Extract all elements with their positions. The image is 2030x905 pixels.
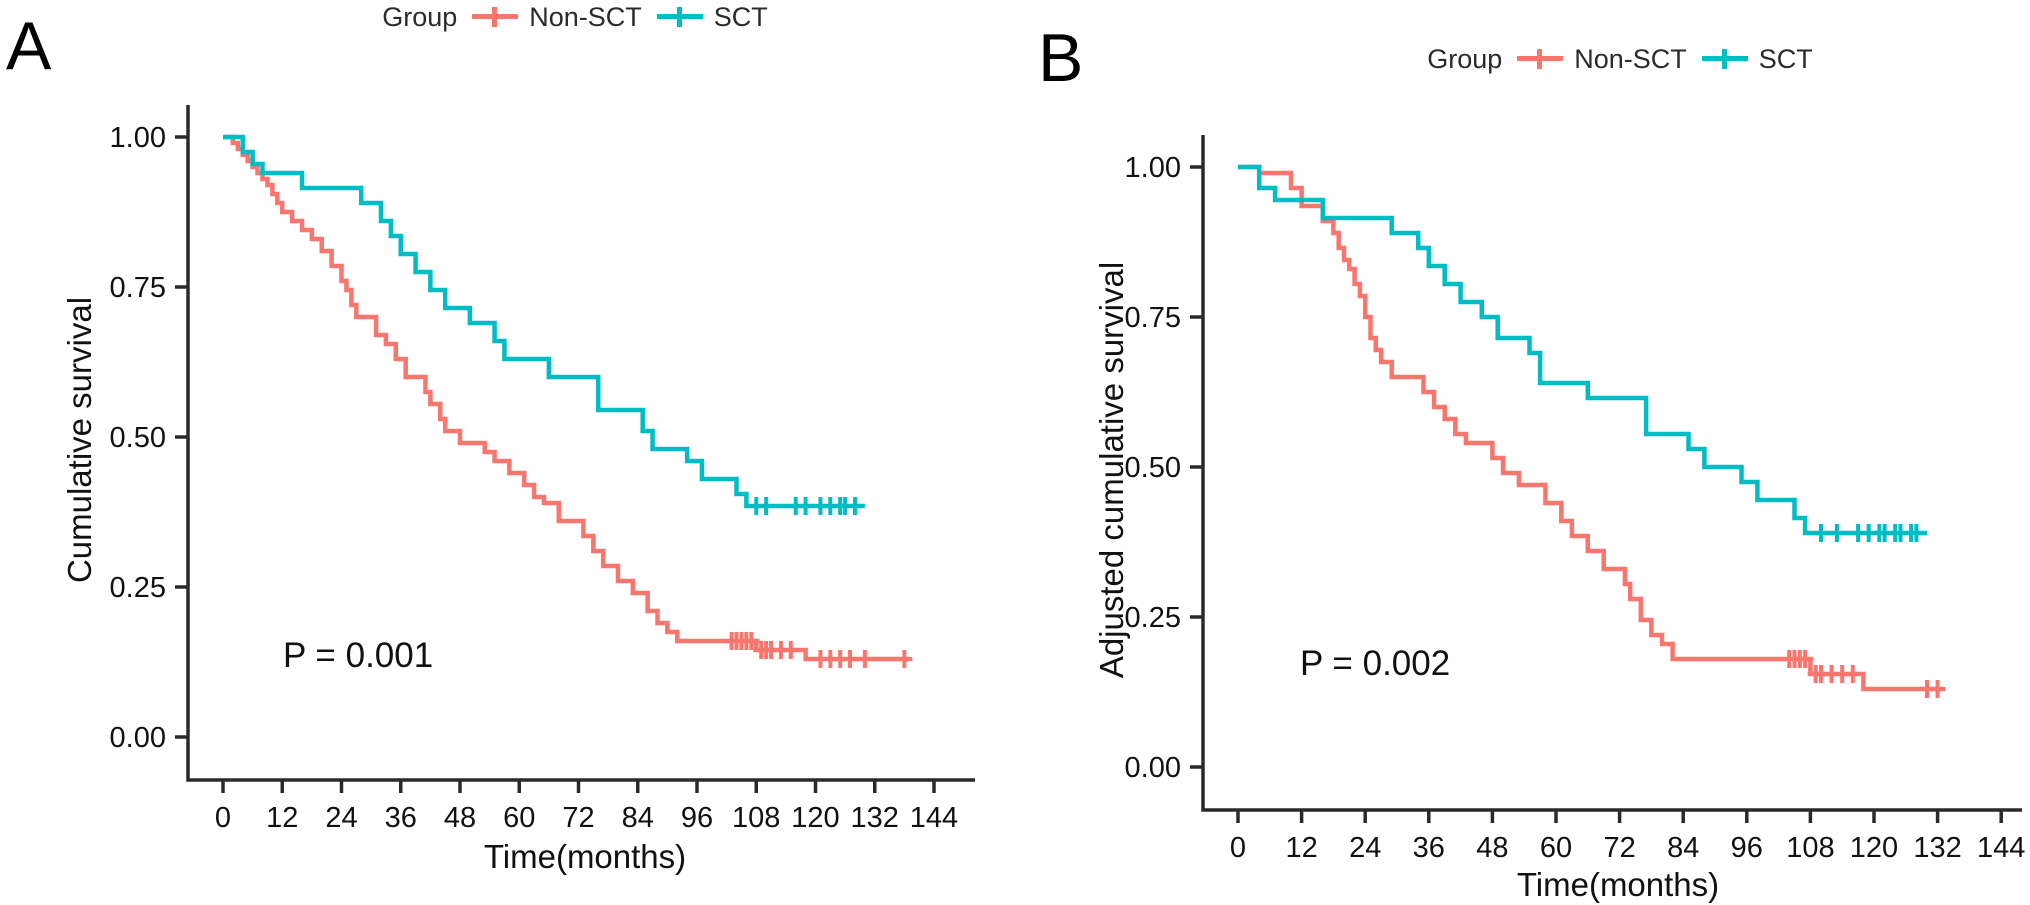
x-tick-label: 108 [1786, 832, 1834, 864]
panel-a-legend: Group Non-SCT SCT [90, 0, 1060, 34]
y-tick-label: 0.25 [110, 572, 166, 604]
x-tick-label: 72 [1603, 832, 1635, 864]
x-tick-label: 120 [791, 802, 839, 834]
x-tick-label: 144 [910, 802, 958, 834]
y-tick-label: 0.50 [1125, 452, 1181, 484]
survival-curve-nonsct [1238, 164, 1943, 692]
panel-a-x-axis-title: Time(months) [483, 838, 687, 875]
y-tick-label: 0.25 [1125, 602, 1181, 634]
axis-lines [186, 105, 975, 782]
legend-label-sct: SCT [1758, 43, 1813, 74]
legend-label-sct: SCT [713, 1, 768, 32]
x-tick-label: 0 [215, 802, 231, 834]
y-tick-label: 0.00 [1125, 752, 1181, 784]
y-tick-label: 1.00 [1125, 152, 1181, 184]
x-tick-label: 0 [1230, 832, 1246, 864]
x-tick-label: 36 [385, 802, 417, 834]
x-tick-label: 84 [1667, 832, 1699, 864]
x-tick-label: 60 [1540, 832, 1572, 864]
panel-b-legend: Group Non-SCT SCT [1150, 42, 2030, 76]
x-tick-label: 48 [444, 802, 476, 834]
legend-title: Group [1427, 43, 1503, 74]
x-tick-label: 12 [1285, 832, 1317, 864]
x-tick-label: 132 [1913, 832, 1961, 864]
y-tick-label: 0.75 [110, 272, 166, 304]
x-tick-label: 12 [266, 802, 298, 834]
legend-label-nonsct: Non-SCT [1574, 43, 1687, 74]
x-tick-label: 72 [562, 802, 594, 834]
legend-title: Group [382, 1, 458, 32]
survival-curve-sct [223, 134, 865, 509]
survival-curve-nonsct [223, 134, 910, 662]
y-tick-label: 0.00 [110, 722, 166, 754]
y-tick-label: 0.75 [1125, 302, 1181, 334]
panel-a-pvalue-label: P = 0.001 [283, 636, 434, 675]
axis-lines [1201, 135, 2022, 812]
x-tick-label: 48 [1476, 832, 1508, 864]
x-tick-label: 60 [503, 802, 535, 834]
y-tick-label: 1.00 [110, 122, 166, 154]
x-tick-label: 96 [681, 802, 713, 834]
panel-a-plot: 1.00 0.75 0.50 0.25 0.00 0 12 24 36 48 60 72 84 96 108… [110, 105, 975, 834]
x-tick-label: 36 [1413, 832, 1445, 864]
legend-key-icon-nonsct [1517, 46, 1564, 72]
panel-a-y-axis-title: Cumulative survival [61, 296, 98, 584]
y-tick-label: 0.50 [110, 422, 166, 454]
x-tick-label: 120 [1850, 832, 1898, 864]
panel-b-plot: 1.00 0.75 0.50 0.25 0.00 0 12 24 36 48 60 72 84 96 108… [1125, 135, 2025, 864]
panel-b-letter: B [1038, 20, 1084, 96]
x-tick-label: 108 [732, 802, 780, 834]
legend-key-icon-nonsct [472, 4, 519, 30]
legend-label-nonsct: Non-SCT [529, 1, 642, 32]
panel-a-letter: A [6, 8, 52, 84]
x-tick-label: 132 [851, 802, 899, 834]
x-tick-label: 96 [1731, 832, 1763, 864]
panel-b-y-axis-title: Adjusted cumulative survival [1093, 261, 1130, 679]
x-tick-label: 144 [1977, 832, 2025, 864]
x-tick-label: 84 [622, 802, 654, 834]
panel-b-pvalue-label: P = 0.002 [1300, 644, 1451, 683]
x-tick-label: 24 [1349, 832, 1381, 864]
x-tick-label: 24 [325, 802, 357, 834]
survival-curve-sct [1238, 164, 1927, 536]
legend-key-icon-sct [656, 4, 703, 30]
panel-b-x-axis-title: Time(months) [1516, 866, 1720, 903]
legend-key-icon-sct [1701, 46, 1748, 72]
